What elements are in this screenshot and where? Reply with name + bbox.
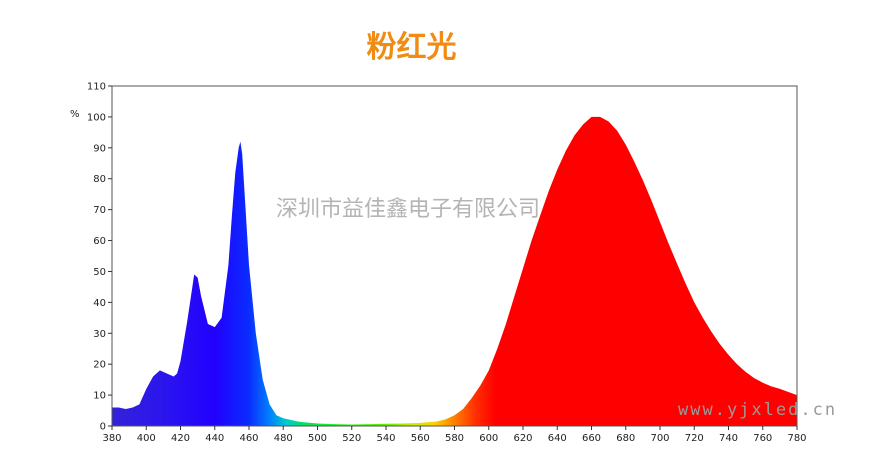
y-tick-label: 60 [93, 236, 106, 247]
y-tick-label: 80 [93, 174, 106, 185]
x-tick-label: 760 [753, 433, 772, 444]
x-tick-label: 620 [513, 433, 532, 444]
spectrum-area [112, 116, 797, 427]
y-tick-label: 70 [93, 205, 106, 216]
x-tick-label: 600 [479, 433, 498, 444]
x-tick-label: 740 [719, 433, 738, 444]
chart-title: 粉红光 [366, 30, 457, 65]
y-axis-label: % [70, 109, 80, 120]
chart-ticks: 380 400 420 440 460 480 500 520 540 560 580 600 620 6… [87, 82, 807, 445]
website-url: www.yjxled.cn [678, 400, 837, 420]
x-tick-label: 380 [102, 433, 121, 444]
x-tick-label: 400 [137, 433, 156, 444]
y-tick-label: 110 [87, 82, 106, 93]
x-tick-label: 500 [308, 433, 327, 444]
y-tick-label: 90 [93, 143, 106, 154]
y-tick-label: 0 [100, 422, 106, 433]
x-tick-label: 540 [376, 433, 395, 444]
y-tick-label: 30 [93, 329, 106, 340]
x-tick-label: 640 [548, 433, 567, 444]
x-tick-label: 580 [445, 433, 464, 444]
x-tick-label: 440 [205, 433, 224, 444]
x-tick-label: 520 [342, 433, 361, 444]
y-tick-label: 50 [93, 267, 106, 278]
x-tick-label: 660 [582, 433, 601, 444]
x-tick-label: 560 [411, 433, 430, 444]
y-tick-label: 100 [87, 112, 106, 123]
x-tick-label: 780 [787, 433, 806, 444]
x-tick-label: 700 [650, 433, 669, 444]
y-tick-label: 20 [93, 360, 106, 371]
x-tick-label: 480 [274, 433, 293, 444]
x-tick-label: 420 [171, 433, 190, 444]
x-tick-label: 460 [239, 433, 258, 444]
x-tick-label: 720 [685, 433, 704, 444]
company-watermark: 深圳市益佳鑫电子有限公司 [276, 197, 540, 222]
y-tick-label: 40 [93, 298, 106, 309]
x-tick-label: 680 [616, 433, 635, 444]
y-tick-label: 10 [93, 391, 106, 402]
